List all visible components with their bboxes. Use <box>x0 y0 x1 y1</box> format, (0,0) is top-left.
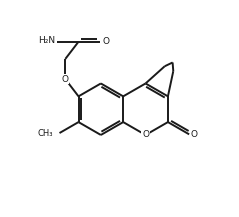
Text: H₂N: H₂N <box>38 36 55 45</box>
Text: CH₃: CH₃ <box>37 128 53 138</box>
Text: O: O <box>142 130 149 140</box>
Text: O: O <box>191 130 198 139</box>
Text: O: O <box>102 37 109 46</box>
Text: O: O <box>62 75 69 84</box>
